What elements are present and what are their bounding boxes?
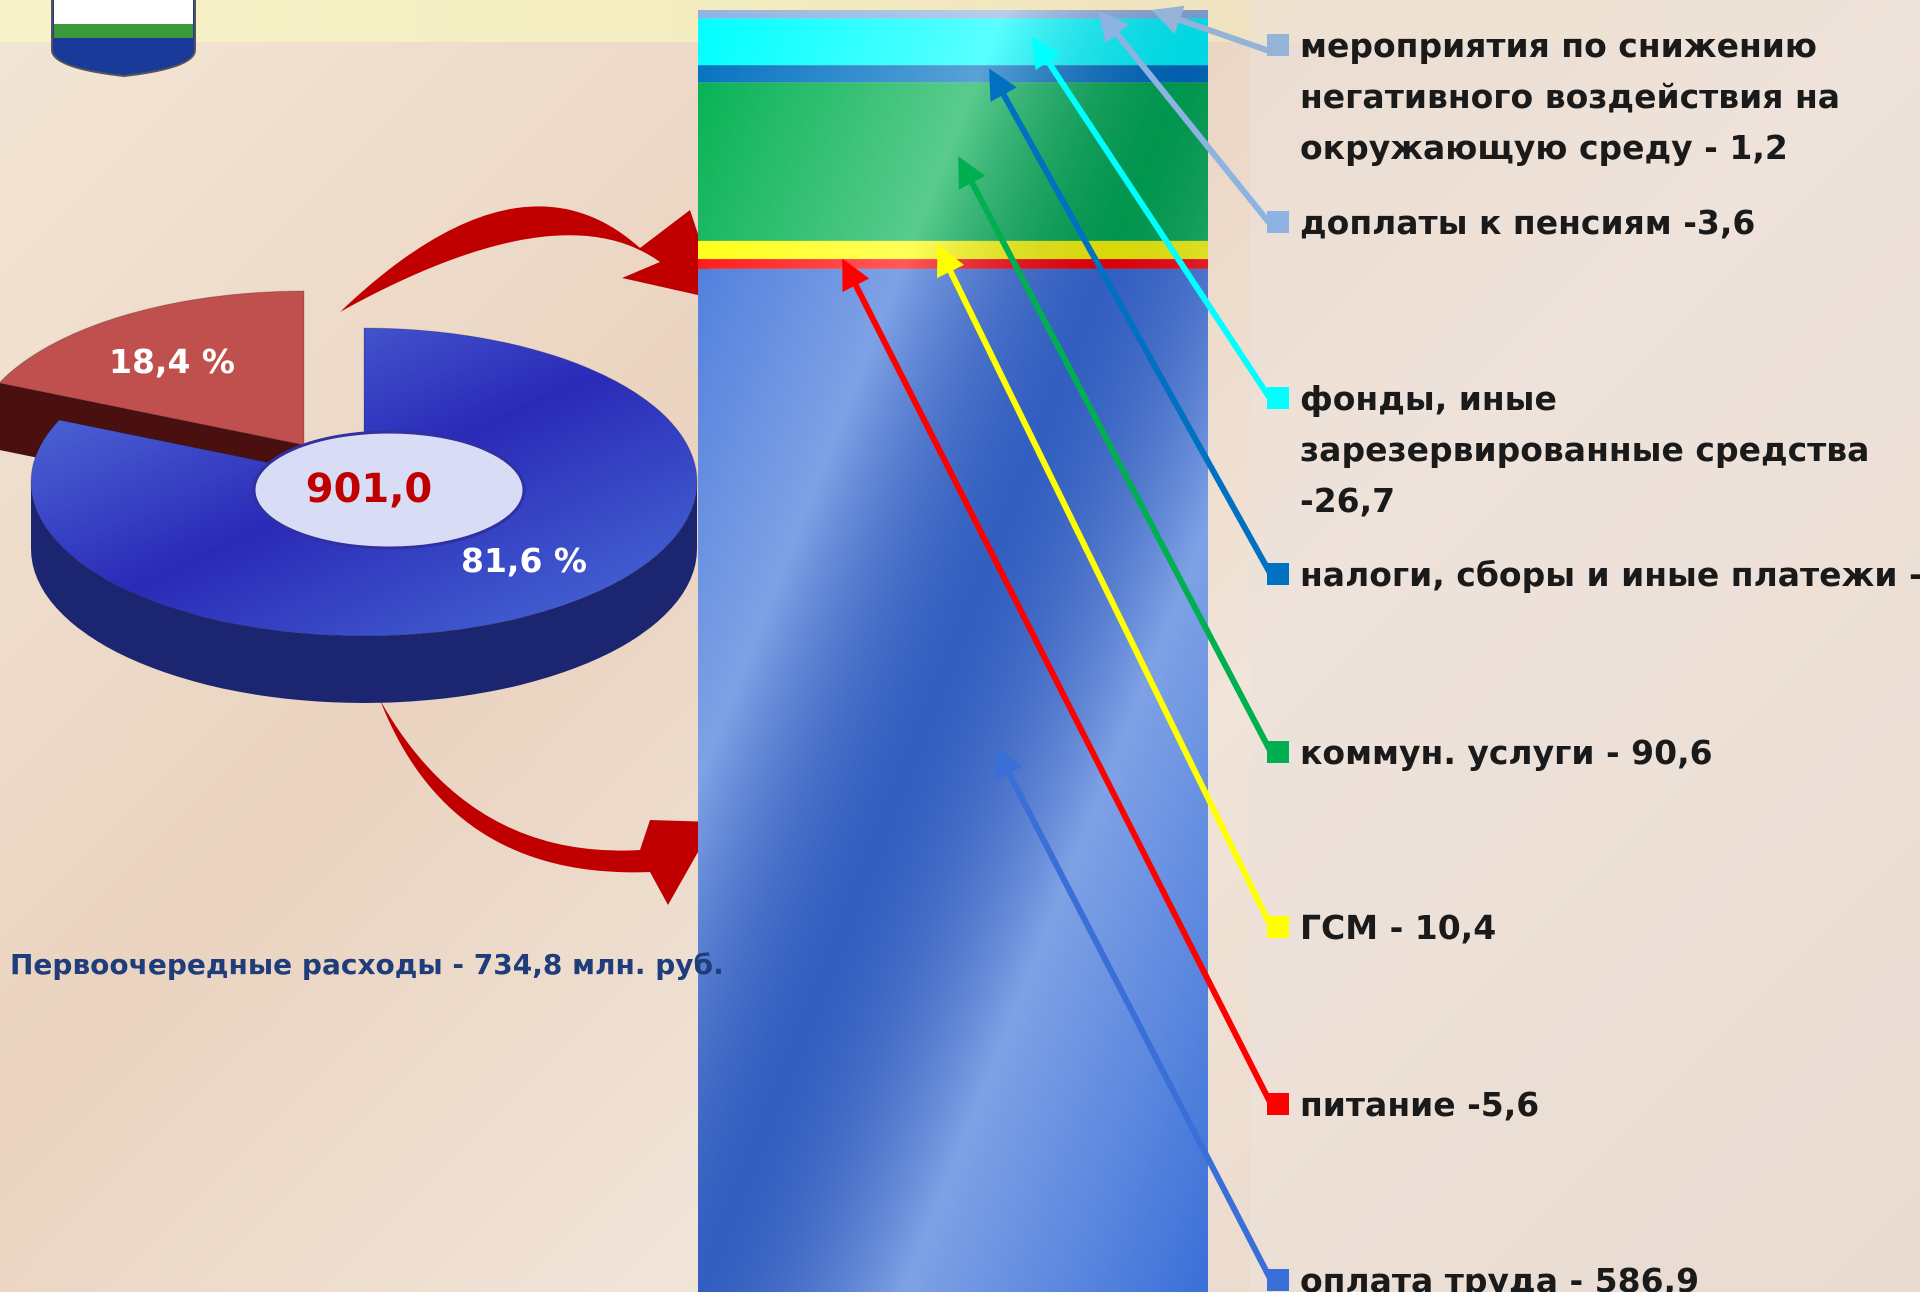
pie-slice-group [30, 327, 698, 703]
bar-segment [698, 18, 1208, 66]
legend-label: коммун. услуги - 90,6 [1300, 733, 1713, 772]
emblem [51, 0, 196, 78]
pointer-arrow [380, 700, 715, 905]
leader-arrow [1031, 36, 1278, 408]
legend-label: мероприятия по снижению негативного возд… [1300, 26, 1841, 167]
legend-label: налоги, сборы и иные платежи - 9,8 [1300, 555, 1920, 594]
leader-arrow [958, 156, 1278, 762]
legend-swatch [1267, 741, 1289, 763]
legend-label: оплата труда - 586,9 [1300, 1261, 1700, 1292]
legend-label: фонды, иные зарезервированные средства -… [1300, 379, 1870, 520]
pie-slice [30, 327, 698, 637]
bar-segment [698, 10, 1208, 13]
leader-arrow [842, 258, 1278, 1114]
slice-label: 81,6 % [461, 541, 587, 580]
legend-label: питание -5,6 [1300, 1085, 1540, 1124]
bar-segment [698, 12, 1208, 19]
leader-arrow [1098, 10, 1278, 232]
leader-arrow [937, 244, 1278, 937]
bar-segment [698, 65, 1208, 83]
legend-swatch [1267, 1093, 1289, 1115]
legend-swatch [1267, 211, 1289, 233]
leader-arrow [995, 746, 1278, 1290]
leader-arrow [1151, 5, 1276, 56]
legend-label: ГСМ - 10,4 [1300, 908, 1497, 947]
slice-label: 18,4 % [109, 342, 235, 381]
pointer-arrow [340, 206, 720, 312]
legend-swatch [1267, 916, 1289, 938]
legend-swatch [1267, 34, 1289, 56]
legend-swatch [1267, 1269, 1289, 1291]
donut-hole [252, 430, 526, 550]
leader-arrow [989, 68, 1278, 584]
pie-slice [0, 290, 305, 446]
center-label: 901,0 [306, 466, 433, 512]
legend-swatch [1267, 563, 1289, 585]
bar-segment [698, 82, 1208, 241]
bar-segment [698, 268, 1208, 1292]
legend-panel [1250, 0, 1920, 1292]
pie-slice-side [31, 482, 697, 703]
bar-segment [698, 240, 1208, 260]
legend-label: доплаты к пенсиям -3,6 [1300, 203, 1756, 242]
legend-swatch [1267, 387, 1289, 409]
caption: Первоочередные расходы - 734,8 млн. руб. [10, 948, 724, 981]
bar-segment [698, 259, 1208, 269]
